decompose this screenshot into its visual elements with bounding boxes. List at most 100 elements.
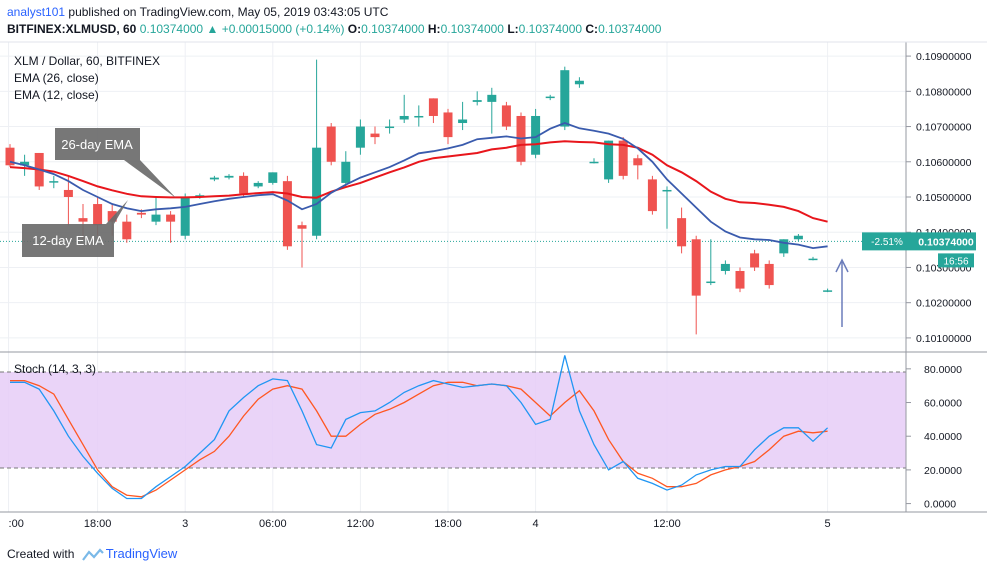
footer-brand[interactable]: TradingView — [105, 546, 178, 561]
candle-body — [604, 140, 614, 180]
candle-body — [793, 235, 803, 240]
candle-body — [224, 175, 234, 178]
candle-body — [399, 115, 409, 120]
candle — [5, 144, 15, 168]
candle — [224, 174, 234, 180]
candle-body — [545, 96, 555, 99]
ohlc-high-value: 0.10374000 — [440, 22, 504, 36]
callout-ema26: 26-day EMA — [55, 128, 176, 198]
candle-body — [589, 161, 599, 164]
candle — [487, 87, 497, 134]
ema26-legend: EMA (26, close) — [14, 71, 99, 85]
ema12-line — [9, 122, 828, 250]
candle — [49, 175, 59, 189]
time-tick-label: 06:00 — [259, 518, 287, 530]
candle — [589, 158, 599, 164]
up-triangle-icon: ▲ — [206, 22, 219, 36]
candle — [268, 172, 278, 185]
candles-layer — [5, 59, 833, 335]
ohlc-low-label: L: — [507, 22, 519, 36]
stoch-k-line — [10, 355, 829, 500]
price-tick-label: 0.10700000 — [916, 122, 972, 134]
stoch-tick-label: 60.0000 — [924, 398, 962, 410]
candle — [618, 137, 628, 180]
candle — [399, 94, 409, 124]
candle — [501, 101, 511, 131]
candle-body — [166, 214, 176, 222]
candle — [472, 91, 482, 106]
candle-body — [691, 239, 701, 296]
candle — [633, 154, 643, 180]
candle — [443, 108, 453, 145]
ema26-line — [9, 140, 828, 223]
candle — [793, 233, 803, 242]
price-tick-label: 0.10200000 — [916, 298, 972, 310]
candle-body — [49, 181, 59, 183]
candle-body — [458, 119, 468, 124]
callout-ema12-text: 12-day EMA — [32, 233, 104, 248]
footer: Created with TradingView — [7, 546, 177, 562]
stoch-tick-label: 80.0000 — [924, 364, 962, 376]
candle — [531, 108, 541, 159]
time-tick-label: 4 — [533, 518, 539, 530]
candle-body — [78, 218, 88, 222]
candle — [326, 123, 336, 166]
price-tick-label: 0.10500000 — [916, 192, 972, 204]
last-price: 0.10374000 — [139, 22, 204, 36]
candle — [662, 186, 672, 229]
time-tick-label: 18:00 — [84, 518, 112, 530]
stoch-tick-label: 40.0000 — [924, 431, 962, 443]
candle-body — [107, 211, 117, 222]
candle — [560, 66, 570, 131]
price-tick-label: 0.10900000 — [916, 51, 972, 63]
candle — [750, 249, 760, 271]
candle — [180, 193, 190, 240]
tradingview-logo-icon — [81, 548, 104, 561]
candle-body — [472, 100, 482, 102]
candle — [253, 181, 263, 189]
candle-body — [428, 98, 438, 116]
price-axis-ticks: 0.10900000 0.10800000 0.10700000 0.10600000… — [906, 51, 972, 345]
callout-ema12: 12-day EMA — [22, 200, 128, 257]
candle-body — [268, 172, 278, 183]
candle — [239, 172, 249, 197]
candle — [545, 94, 555, 101]
time-tick-label: 12:00 — [653, 518, 681, 530]
candle-body — [706, 281, 716, 284]
candle — [63, 175, 73, 226]
time-tick-label: 12:00 — [347, 518, 375, 530]
candle-body — [764, 263, 774, 286]
candle-body — [93, 204, 103, 226]
candle-body — [297, 225, 307, 229]
candle — [574, 77, 584, 88]
candle-body — [326, 126, 336, 162]
candle-body — [239, 175, 249, 194]
candle-body — [647, 179, 657, 212]
candle-body — [180, 197, 190, 236]
candle — [604, 140, 614, 183]
footer-created: Created with — [7, 547, 75, 561]
candle-body — [370, 133, 380, 138]
candle-body — [501, 105, 511, 127]
candle-body — [662, 189, 672, 192]
stoch-axis-ticks: 80.0000 60.0000 40.0000 20.0000 0.0000 — [906, 364, 962, 511]
time-tick-label: 5 — [825, 518, 831, 530]
candle — [355, 119, 365, 155]
candle-body — [443, 112, 453, 138]
price-tag: -2.51% 0.10374000 16:56 — [862, 232, 976, 268]
symbol-header: BITFINEX:XLMUSD, 60 0.10374000 ▲ +0.0001… — [7, 22, 661, 36]
publish-info: published on TradingView.com, May 05, 20… — [68, 5, 389, 19]
candle — [209, 175, 219, 182]
author-link[interactable]: analyst101 — [7, 5, 66, 19]
candle — [764, 260, 774, 289]
ohlc-open-value: 0.10374000 — [361, 22, 425, 36]
candle-body — [735, 270, 745, 289]
candle-body — [5, 147, 15, 166]
candle — [458, 101, 468, 131]
candle-body — [312, 147, 322, 236]
candle-body — [385, 126, 395, 129]
price-tag-value: 0.10374000 — [918, 236, 974, 248]
price-tick-label: 0.10800000 — [916, 86, 972, 98]
candle-body — [531, 115, 541, 155]
